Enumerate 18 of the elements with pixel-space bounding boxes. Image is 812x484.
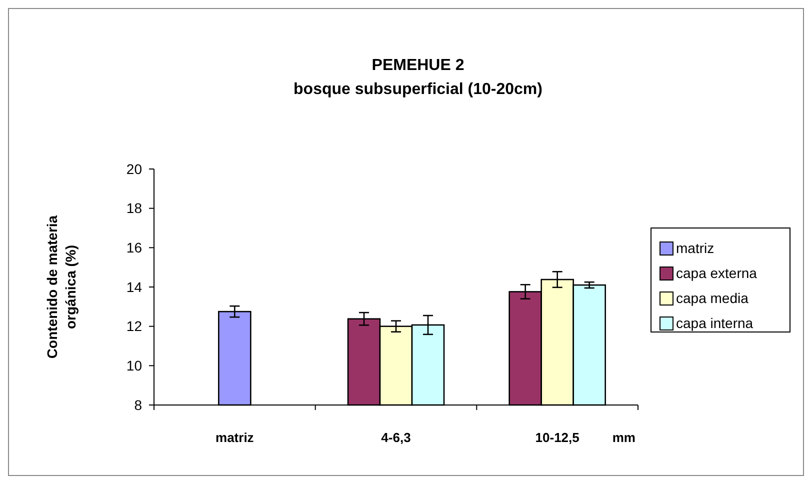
chart-title: PEMEHUE 2 (372, 57, 464, 74)
legend-label: capa externa (676, 264, 758, 281)
legend-label: capa media (676, 290, 749, 306)
y-tick-label: 10 (126, 358, 142, 374)
y-tick-label: 14 (126, 278, 142, 295)
legend-label: matriz (676, 240, 714, 256)
chart-subtitle: bosque subsuperficial (10-20cm) (294, 81, 542, 98)
y-tick-label: 20 (126, 160, 142, 177)
legend-label: capa interna (676, 314, 754, 331)
y-axis-title: Contenido de materia orgánica (%) (44, 215, 78, 359)
x-tick-label: matriz (216, 430, 254, 445)
x-tick-label: 10-12,5 (535, 430, 580, 445)
x-tick-label: 4-6,3 (381, 430, 411, 445)
y-tick-label: 16 (126, 240, 142, 256)
y-tick-label: 12 (126, 318, 142, 334)
y-tick-label: 8 (134, 396, 142, 413)
y-tick-label: 18 (126, 200, 142, 216)
x-axis-title: mm (612, 430, 636, 445)
